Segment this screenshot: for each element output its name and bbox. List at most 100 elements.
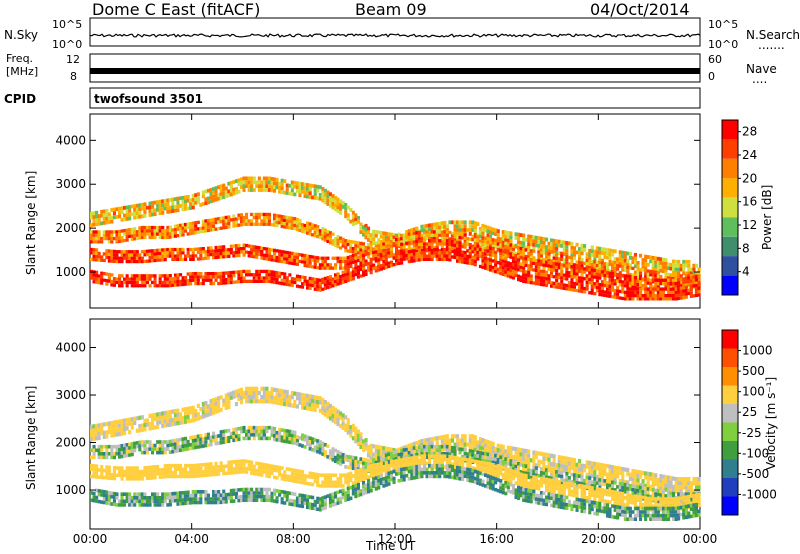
power-cell bbox=[489, 261, 493, 265]
power-cell bbox=[651, 278, 655, 282]
power-cell bbox=[603, 293, 607, 297]
power-cell bbox=[311, 195, 315, 200]
power-cell bbox=[542, 258, 546, 262]
power-cell bbox=[326, 233, 330, 237]
velocity-cell bbox=[428, 441, 432, 446]
power-cell bbox=[214, 197, 218, 202]
power-cell bbox=[511, 253, 515, 257]
power-cell bbox=[283, 282, 287, 286]
power-cell bbox=[260, 276, 264, 280]
power-cell bbox=[677, 286, 681, 291]
power-cell bbox=[125, 277, 129, 281]
power-cell bbox=[247, 279, 251, 283]
power-cell bbox=[250, 180, 254, 185]
velocity-cell bbox=[115, 424, 119, 429]
power-cell bbox=[209, 272, 213, 276]
velocity-cell bbox=[351, 427, 355, 433]
power-cell bbox=[646, 272, 650, 276]
power-cell bbox=[527, 257, 531, 261]
velocity-cell bbox=[189, 418, 193, 423]
power-cell bbox=[227, 215, 231, 219]
power-cell bbox=[199, 257, 203, 261]
velocity-cell bbox=[115, 420, 119, 425]
power-cell bbox=[410, 232, 414, 236]
velocity-cell bbox=[656, 492, 660, 497]
velocity-cell bbox=[334, 420, 338, 425]
velocity-cell bbox=[336, 450, 340, 454]
power-cell bbox=[143, 259, 147, 263]
power-cell bbox=[191, 275, 195, 279]
power-cell bbox=[140, 202, 144, 207]
power-cell bbox=[334, 273, 338, 277]
power-cell bbox=[669, 278, 673, 282]
velocity-cell bbox=[667, 483, 671, 489]
velocity-cell bbox=[377, 453, 381, 458]
power-cell bbox=[557, 272, 561, 276]
velocity-cell bbox=[194, 434, 198, 439]
velocity-cell bbox=[206, 436, 210, 440]
power-cell bbox=[499, 237, 503, 242]
power-cell bbox=[344, 214, 348, 219]
velocity-cell bbox=[499, 444, 503, 449]
velocity-cell bbox=[130, 442, 134, 446]
velocity-cell bbox=[557, 470, 561, 475]
power-cell bbox=[694, 271, 698, 276]
power-cell bbox=[600, 270, 604, 274]
power-cell bbox=[412, 238, 416, 242]
velocity-cell bbox=[636, 478, 640, 483]
power-cell bbox=[280, 182, 284, 187]
power-cell bbox=[501, 266, 505, 270]
power-cell bbox=[499, 271, 503, 276]
velocity-cell bbox=[651, 495, 655, 499]
velocity-cell bbox=[598, 462, 602, 467]
power-cell bbox=[377, 268, 381, 272]
velocity-cell bbox=[242, 395, 246, 400]
power-cell bbox=[481, 223, 485, 228]
velocity-cell bbox=[242, 425, 246, 430]
power-cell bbox=[560, 286, 564, 290]
power-cell bbox=[588, 259, 592, 263]
power-cell bbox=[598, 283, 602, 287]
power-cell bbox=[212, 187, 216, 191]
velocity-cell bbox=[290, 440, 294, 445]
power-cell bbox=[389, 247, 393, 251]
velocity-cell bbox=[349, 425, 353, 430]
velocity-cell bbox=[278, 388, 282, 393]
velocity-cell bbox=[199, 434, 203, 438]
power-cell bbox=[308, 232, 312, 236]
power-cell bbox=[600, 258, 604, 263]
velocity-cell bbox=[618, 470, 622, 475]
power-cell bbox=[377, 265, 381, 269]
velocity-cell bbox=[151, 421, 155, 426]
power-cell bbox=[552, 253, 556, 257]
power-cell bbox=[534, 262, 538, 266]
power-cell bbox=[684, 274, 688, 278]
power-cell bbox=[209, 221, 213, 226]
velocity-cell bbox=[158, 450, 162, 455]
power-cell bbox=[224, 248, 228, 252]
velocity-cell bbox=[496, 447, 500, 453]
power-cell bbox=[633, 290, 637, 294]
power-cell bbox=[237, 182, 241, 186]
power-cell bbox=[171, 231, 175, 235]
velocity-cell bbox=[250, 395, 254, 400]
velocity-cell bbox=[527, 457, 531, 462]
power-cell bbox=[501, 240, 505, 245]
power-cell bbox=[308, 195, 312, 199]
power-cell bbox=[217, 185, 221, 190]
power-cell bbox=[438, 239, 442, 243]
velocity-cell bbox=[298, 400, 302, 405]
power-cell bbox=[301, 226, 305, 230]
power-cell bbox=[405, 253, 409, 258]
velocity-cell bbox=[476, 454, 480, 458]
power-cell bbox=[133, 233, 137, 238]
velocity-cell bbox=[290, 403, 294, 408]
velocity-cell bbox=[547, 475, 551, 480]
power-cell bbox=[527, 234, 531, 239]
power-cell bbox=[420, 236, 424, 241]
power-cell bbox=[461, 250, 465, 254]
power-cell bbox=[534, 268, 538, 272]
velocity-cell bbox=[161, 440, 165, 444]
power-cell bbox=[440, 257, 444, 261]
power-cell bbox=[389, 260, 393, 264]
